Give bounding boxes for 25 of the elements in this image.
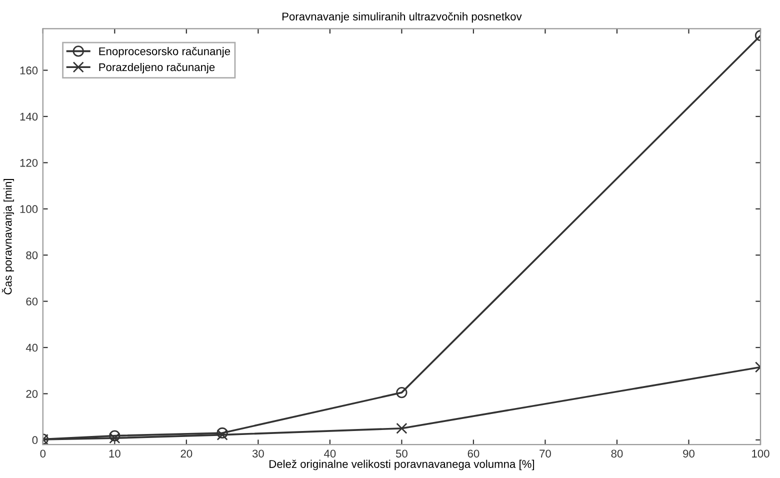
y-tick-label: 20 <box>26 390 38 398</box>
x-tick-label: 40 <box>324 450 336 458</box>
x-tick-label: 0 <box>40 450 46 458</box>
x-tick-label: 30 <box>252 450 264 458</box>
y-tick-label: 40 <box>26 344 38 352</box>
x-tick-label: 80 <box>611 450 623 458</box>
y-tick-label: 140 <box>20 112 38 121</box>
y-tick-label: 120 <box>20 158 38 167</box>
x-axis-title: Delež originalne velikosti poravnavanega volumna [%] <box>270 460 534 470</box>
x-tick-label: 20 <box>180 450 192 458</box>
x-tick-label: 60 <box>468 450 480 458</box>
x-tick-label: 50 <box>396 450 408 458</box>
x-tick-label: 100 <box>752 450 770 458</box>
legend-label: Porazdeljeno računanje <box>99 62 215 74</box>
y-axis-title: Čas poravnavanja [min] <box>2 179 14 294</box>
legend-label: Enoprocesorsko računanje <box>99 46 230 58</box>
y-tick-label: 60 <box>26 298 38 306</box>
x-tick-label: 10 <box>109 450 120 458</box>
y-tick-label: 160 <box>20 66 38 74</box>
x-tick-label: 70 <box>540 450 551 458</box>
y-tick-label: 100 <box>20 205 38 214</box>
y-tick-label: 0 <box>32 436 38 444</box>
x-tick-label: 90 <box>683 450 694 458</box>
chart-title: Poravnavanje simuliranih ultrazvočnih posnetkov <box>282 12 522 23</box>
y-tick-label: 80 <box>26 251 38 260</box>
